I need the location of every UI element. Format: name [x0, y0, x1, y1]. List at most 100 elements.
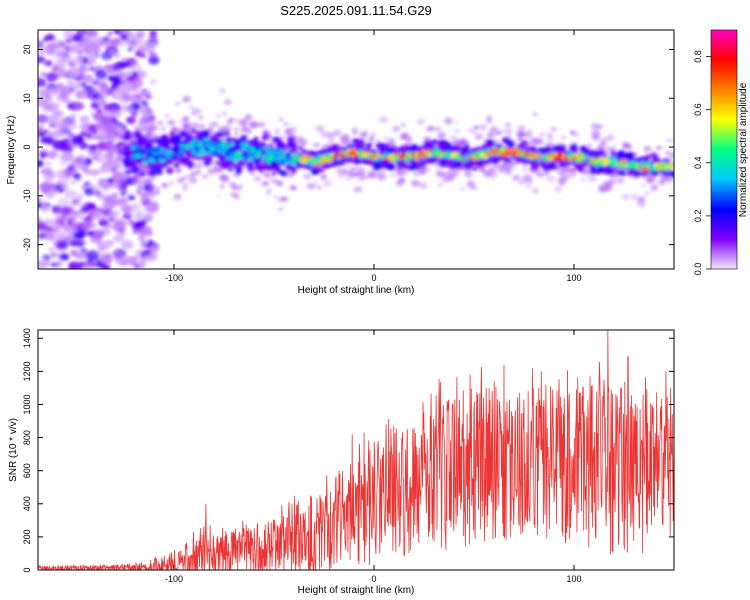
- heatmap-blob-2769: [267, 147, 272, 151]
- heatmap-blob-1504: [120, 104, 129, 112]
- heatmap-blob-3335: [533, 153, 539, 159]
- heatmap-blob-3215: [270, 160, 277, 165]
- heatmap-blob-660: [69, 217, 75, 222]
- heatmap-blob-681: [64, 189, 77, 199]
- heatmap-blob-1182: [425, 168, 432, 173]
- heatmap-blob-1112: [472, 130, 478, 135]
- heatmap-blob-1196: [216, 194, 222, 199]
- heatmap-blob-1370: [230, 191, 239, 198]
- heatmap-blob-801: [175, 168, 182, 173]
- heatmap-blob-3213: [284, 157, 291, 162]
- heatmap-blob-1208: [164, 113, 170, 118]
- heatmap-blob-3160: [352, 147, 356, 151]
- heatmap-blob-571: [107, 177, 115, 184]
- heatmap-blob-1517: [495, 131, 501, 136]
- heatmap-blob-374: [146, 204, 157, 212]
- heatmap-blob-699: [67, 121, 78, 130]
- heatmap-blob-910: [532, 188, 539, 194]
- heatmap-blob-526: [127, 47, 134, 52]
- heatmap-blob-2615: [225, 159, 233, 165]
- heatmap-blob-496: [121, 93, 132, 102]
- heatmap-blob-2529: [297, 145, 304, 150]
- heatmap-blob-909: [215, 114, 221, 118]
- heatmap-blob-2625: [272, 164, 280, 171]
- heatmap-blob-694: [126, 116, 136, 125]
- heatmap-blob-1526: [526, 129, 533, 134]
- heatmap-blob-431: [67, 164, 75, 170]
- heatmap-blob-471: [56, 124, 67, 133]
- heatmap-blob-1485: [350, 166, 356, 171]
- heatmap-blob-3019: [247, 152, 253, 157]
- heatmap-blob-2338: [579, 145, 587, 152]
- heatmap-blob-3106: [597, 162, 602, 167]
- heatmap-blob-517: [139, 226, 153, 236]
- heatmap-blob-64: [147, 239, 153, 244]
- heatmap-blob-1459: [516, 131, 525, 138]
- heatmap-blob-684: [125, 32, 136, 40]
- heatmap-blob-3359: [610, 161, 617, 168]
- heatmap-blob-1549: [400, 122, 406, 127]
- heatmap-blob-1424: [454, 172, 460, 177]
- snr-y-tick-label-6: 1200: [22, 361, 32, 381]
- heatmap-blob-293: [42, 254, 52, 262]
- heatmap-blob-1389: [532, 112, 538, 117]
- snr-y-tick-label-4: 800: [22, 430, 32, 445]
- heatmap-blob-379: [38, 114, 49, 124]
- heatmap-blob-1022: [387, 138, 396, 144]
- heatmap-blob-1307: [258, 122, 266, 128]
- heatmap-blob-1019: [289, 184, 297, 191]
- heatmap-blob-3352: [670, 166, 674, 170]
- heatmap-blob-2518: [361, 158, 370, 165]
- heatmap-blob-600: [50, 252, 58, 258]
- heatmap-blob-2963: [187, 147, 193, 152]
- heatmap-blob-1279: [516, 136, 524, 142]
- snr-x-tick-label-0: -100: [165, 574, 183, 584]
- heatmap-blob-627: [95, 123, 107, 131]
- heatmap-blob-3141: [299, 159, 305, 164]
- heatmap-blob-3263: [582, 155, 586, 158]
- heatmap-blob-647: [99, 253, 112, 263]
- heatmap-blob-1536: [597, 124, 603, 129]
- heatmap-blob-1729: [217, 131, 225, 138]
- heatmap-blob-666: [78, 42, 85, 47]
- heatmap-blob-2074: [317, 167, 325, 173]
- heatmap-blob-2541: [440, 140, 449, 148]
- heatmap-blob-1163: [418, 168, 427, 175]
- heatmap-blob-3252: [470, 156, 476, 161]
- heatmap-blob-981: [489, 165, 495, 169]
- heatmap-blob-669: [106, 67, 115, 74]
- heatmap-blob-460: [60, 214, 68, 220]
- heatmap-blob-387: [38, 55, 46, 64]
- heatmap-blob-2663: [387, 164, 396, 171]
- heatmap-blob-1514: [107, 144, 116, 151]
- heatmap-blob-2680: [183, 132, 190, 137]
- heatmap-blob-1401: [120, 175, 127, 180]
- heatmap-blob-1569: [193, 162, 202, 170]
- heatmap-blob-199: [150, 79, 156, 84]
- heatmap-blob-3296: [184, 144, 190, 150]
- heatmap-blob-3196: [406, 152, 413, 157]
- heatmap-blob-609: [86, 230, 95, 237]
- heatmap-blob-1453: [486, 118, 493, 124]
- heatmap-blob-3216: [392, 155, 399, 160]
- heatmap-blob-1535: [289, 126, 298, 133]
- heatmap-blob-3372: [249, 148, 255, 153]
- heatmap-blob-743: [276, 181, 283, 187]
- heatmap-blob-803: [451, 135, 458, 141]
- heatmap-blob-3317: [495, 152, 500, 156]
- spectrogram-y-tick-label-0: -20: [22, 238, 32, 251]
- heatmap-blob-531: [81, 239, 88, 245]
- heatmap-blob-548: [140, 88, 151, 97]
- heatmap-blob-2361: [161, 135, 169, 142]
- heatmap-blob-3375: [380, 155, 385, 159]
- heatmap-blob-1140: [263, 130, 269, 135]
- heatmap-blob-3056: [147, 154, 152, 158]
- heatmap-blob-3322: [203, 147, 208, 151]
- heatmap-blob-1245: [357, 166, 364, 172]
- heatmap-blob-1273: [224, 99, 232, 105]
- heatmap-blob-1447: [316, 125, 325, 132]
- heatmap-blob-1257: [504, 122, 512, 128]
- heatmap-blob-3361: [480, 153, 485, 157]
- heatmap-blob-2513: [331, 146, 337, 150]
- heatmap-blob-3269: [639, 161, 645, 166]
